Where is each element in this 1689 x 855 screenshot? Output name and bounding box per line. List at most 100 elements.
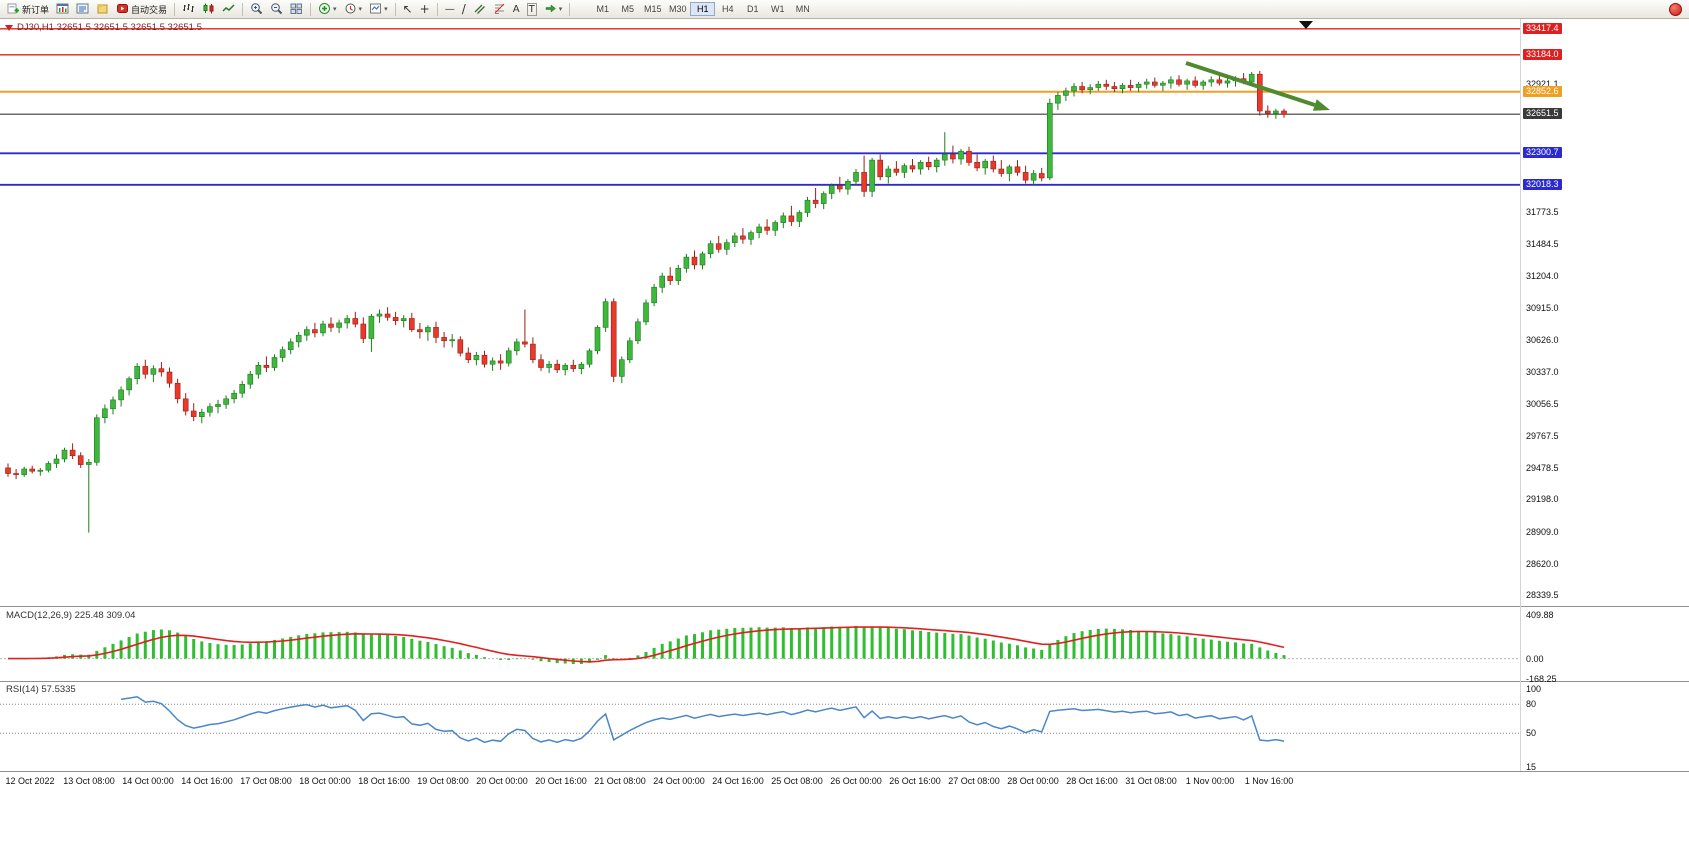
trend-arrow[interactable] xyxy=(1185,61,1330,111)
candlestick-chart-icon xyxy=(202,2,215,17)
arrow-shape-icon xyxy=(544,2,557,17)
panel-divider[interactable] xyxy=(0,606,1689,607)
timeframe-h4-button[interactable]: H4 xyxy=(721,4,734,14)
channel-button[interactable] xyxy=(470,1,489,18)
horizontal-line-icon: — xyxy=(444,3,455,15)
fibonacci-button[interactable] xyxy=(490,1,509,18)
clock-icon xyxy=(344,2,357,17)
time-axis-label: 24 Oct 00:00 xyxy=(653,776,705,786)
zoom-in-button[interactable] xyxy=(247,1,266,18)
macd-label: MACD(12,26,9) 225.48 309.04 xyxy=(6,610,136,621)
time-axis-label: 20 Oct 00:00 xyxy=(476,776,528,786)
timeframe-d1-button[interactable]: D1 xyxy=(746,4,759,14)
timeframe-m15-button[interactable]: M15 xyxy=(643,4,662,14)
market-watch-button[interactable] xyxy=(73,1,92,18)
price-level-tag: 32852.6 xyxy=(1523,85,1562,97)
macd-tick-label: -168.25 xyxy=(1526,674,1557,684)
time-axis-label: 19 Oct 08:00 xyxy=(417,776,469,786)
panel-divider[interactable] xyxy=(0,681,1689,682)
price-tick-label: 30915.0 xyxy=(1526,302,1559,313)
bar-chart-icon xyxy=(182,2,195,17)
time-axis-label: 26 Oct 00:00 xyxy=(830,776,882,786)
price-tick-label: 32921.1 xyxy=(1526,79,1559,90)
crosshair-button[interactable]: + xyxy=(417,1,433,18)
time-axis-label: 27 Oct 08:00 xyxy=(948,776,1000,786)
price-tick-label: 29198.0 xyxy=(1526,494,1559,505)
horizontal-line-button[interactable]: — xyxy=(442,1,458,18)
zoom-out-button[interactable] xyxy=(267,1,286,18)
price-tick-label: 28339.5 xyxy=(1526,590,1559,601)
price-tick-label: 29478.5 xyxy=(1526,463,1559,474)
alert-status-icon[interactable] xyxy=(1669,3,1682,16)
candlestick-chart-button[interactable] xyxy=(199,1,218,18)
tile-windows-button[interactable] xyxy=(287,1,306,18)
timeframe-m1-button[interactable]: M1 xyxy=(596,4,609,14)
cursor-button[interactable]: ↖ xyxy=(400,1,416,18)
chart-title-text: DJ30,H1 32651.5 32651.5 32651.5 32651.5 xyxy=(17,22,202,33)
time-axis-label: 20 Oct 16:00 xyxy=(535,776,587,786)
timeframe-mn-button[interactable]: MN xyxy=(795,4,810,14)
dropdown-caret-icon: ▾ xyxy=(384,6,388,13)
timeframe-m5-button[interactable]: M5 xyxy=(621,4,634,14)
time-axis-label: 14 Oct 16:00 xyxy=(181,776,233,786)
line-chart-icon xyxy=(222,2,235,17)
time-axis-label: 12 Oct 2022 xyxy=(5,776,55,786)
toolbar-separator xyxy=(569,2,571,16)
zoom-out-icon xyxy=(270,2,283,17)
trendline-button[interactable]: / xyxy=(459,1,469,18)
chart-title: DJ30,H1 32651.5 32651.5 32651.5 32651.5 xyxy=(5,22,202,33)
time-axis-label: 25 Oct 08:00 xyxy=(771,776,823,786)
bar-chart-button[interactable] xyxy=(179,1,198,18)
toolbar-separator xyxy=(242,2,244,16)
navigator-button[interactable] xyxy=(93,1,112,18)
chart-symbol-icon xyxy=(5,24,13,31)
periods-button[interactable]: ▾ xyxy=(341,1,366,18)
new-order-button[interactable]: 新订单 xyxy=(4,1,52,18)
timeframe-group: M1 M5 M15 M30 H1 H4 D1 W1 MN xyxy=(590,2,815,16)
time-axis-label: 17 Oct 08:00 xyxy=(240,776,292,786)
navigator-icon xyxy=(96,2,109,17)
new-order-icon xyxy=(7,2,20,17)
level-lines[interactable] xyxy=(0,28,1520,186)
price-level-tag: 32018.3 xyxy=(1523,178,1562,190)
toolbar: 新订单 自动交易 ▾ ▾ ▾ ↖ + — / A T ▾ M1 M5 M15 M30 H… xyxy=(0,0,1689,19)
templates-button[interactable]: ▾ xyxy=(366,1,391,18)
arrows-button[interactable]: ▾ xyxy=(541,1,566,18)
price-tick-label: 31773.5 xyxy=(1526,207,1559,218)
macd-tick-label: 409.88 xyxy=(1526,610,1554,620)
timeframe-w1-button[interactable]: W1 xyxy=(770,4,785,14)
indicators-button[interactable]: ▾ xyxy=(315,1,340,18)
rsi-tick-label: 15 xyxy=(1526,762,1537,772)
price-tick-label: 29767.5 xyxy=(1526,430,1559,441)
rsi-tick-label: 100 xyxy=(1526,684,1542,694)
price-tick-label: 31484.5 xyxy=(1526,239,1559,250)
price-tick-label: 30626.0 xyxy=(1526,335,1559,346)
time-axis-label: 24 Oct 16:00 xyxy=(712,776,764,786)
price-tick-label: 30337.0 xyxy=(1526,367,1559,378)
text-button[interactable]: A xyxy=(510,1,523,18)
chart-plot-area[interactable] xyxy=(0,19,1520,771)
timeframe-h1-button[interactable]: H1 xyxy=(690,2,716,16)
price-level-tag: 33184.0 xyxy=(1523,48,1562,60)
toolbar-separator xyxy=(436,2,438,16)
price-axis[interactable]: 32921.1 31773.5 31484.5 31204.0 30915.0 30626… xyxy=(1520,19,1689,772)
rsi-tick-label: 80 xyxy=(1526,699,1537,710)
chart-shift-marker[interactable] xyxy=(1299,21,1313,29)
time-axis[interactable]: 12 Oct 2022 13 Oct 08:00 14 Oct 00:00 14 Oc… xyxy=(0,772,1520,792)
price-tick-label: 31204.0 xyxy=(1526,270,1559,281)
chart-window: DJ30,H1 32651.5 32651.5 32651.5 32651.5 … xyxy=(0,19,1689,793)
text-label-icon: T xyxy=(526,2,537,16)
templates-icon xyxy=(369,2,382,17)
chart-window-button[interactable] xyxy=(53,1,72,18)
chart-window-icon xyxy=(56,2,69,17)
time-axis-label: 18 Oct 00:00 xyxy=(299,776,351,786)
timeframe-m30-button[interactable]: M30 xyxy=(668,4,687,14)
price-tick-label: 30056.5 xyxy=(1526,398,1559,409)
text-label-button[interactable]: T xyxy=(524,1,540,18)
candles-series xyxy=(5,70,1287,533)
autotrade-button[interactable]: 自动交易 xyxy=(113,1,170,18)
text-icon: A xyxy=(512,3,520,15)
line-chart-button[interactable] xyxy=(219,1,238,18)
autotrade-label: 自动交易 xyxy=(131,4,168,15)
time-axis-label: 28 Oct 00:00 xyxy=(1007,776,1059,786)
